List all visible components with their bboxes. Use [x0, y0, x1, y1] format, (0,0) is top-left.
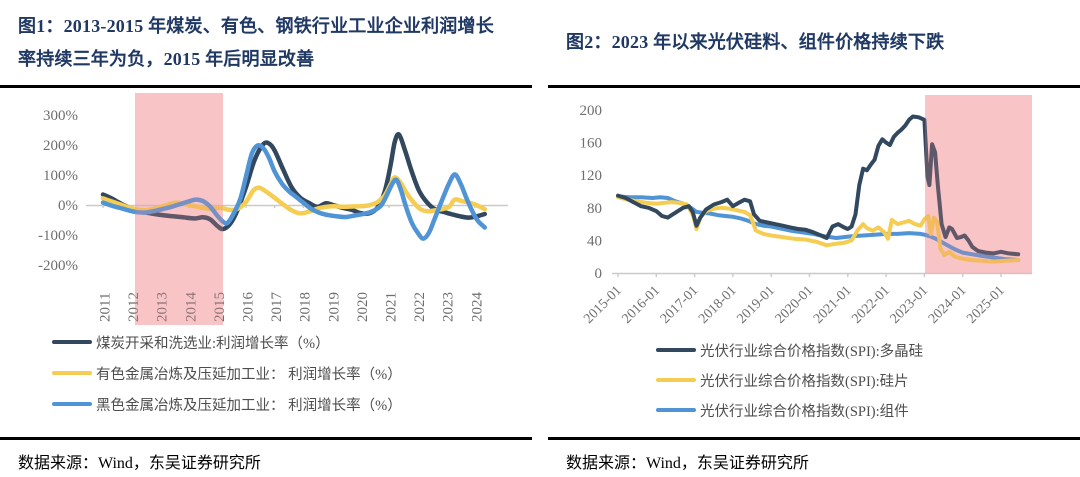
figure1-top-rule: [0, 85, 532, 88]
legend-item-nonferrous: 有色金属冶炼及压延加工业： 利润增长率（%）: [52, 362, 402, 384]
x-tick-label: 2024-01: [926, 283, 970, 327]
ferrous-line-swatch: [52, 401, 92, 407]
wafer-legend-label: 光伏行业综合价格指数(SPI):硅片: [700, 373, 909, 390]
figure2-title-block: 图2：2023 年以来光伏硅料、组件价格持续下跌: [548, 0, 1080, 85]
nonferrous-legend-label: 有色金属冶炼及压延加工业： 利润增长率（%）: [96, 366, 402, 383]
x-tick-label: 2017: [269, 292, 285, 323]
x-tick-label: 2013: [155, 292, 171, 322]
figure1-panel: 图1：2013-2015 年煤炭、有色、钢铁行业工业企业利润增长率持续三年为负，…: [0, 0, 532, 473]
series-line-0: [616, 114, 1021, 257]
x-tick-label: 2022: [412, 292, 428, 322]
polysilicon-line-swatch: [656, 347, 696, 353]
polysilicon-legend-label: 光伏行业综合价格指数(SPI):多晶硅: [700, 343, 924, 360]
x-tick-label: 2015-01: [581, 283, 625, 327]
y-tick-label: -100%: [38, 228, 78, 244]
figure2-top-rule: [548, 85, 1080, 88]
module-line-swatch: [656, 407, 696, 413]
y-tick-label: 120: [580, 168, 603, 184]
legend-item-ferrous: 黑色金属冶炼及压延加工业： 利润增长率（%）: [52, 393, 402, 415]
legend-item-coal: 煤炭开采和洗选业:利润增长率（%）: [52, 331, 402, 353]
y-tick-label: 100%: [43, 168, 78, 184]
y-tick-label: 200%: [43, 138, 78, 154]
module-legend-label: 光伏行业综合价格指数(SPI):组件: [700, 403, 909, 420]
legend-item-wafer: 光伏行业综合价格指数(SPI):硅片: [656, 369, 923, 391]
x-tick-label: 2021: [384, 292, 400, 322]
legend-item-module: 光伏行业综合价格指数(SPI):组件: [656, 399, 923, 421]
coal-line-swatch: [52, 339, 92, 345]
highlight-band-overlay: [135, 93, 223, 325]
y-tick-label: 300%: [43, 108, 78, 124]
figure1-legend: 煤炭开采和洗选业:利润增长率（%） 有色金属冶炼及压延加工业： 利润增长率（%）…: [52, 331, 402, 415]
y-tick-label: 0%: [58, 198, 78, 214]
coal-legend-label: 煤炭开采和洗选业:利润增长率（%）: [96, 335, 330, 352]
y-tick-label: 200: [580, 103, 603, 119]
figure2-chart-zone: 2015-01 2016-01 2017-01 2018-01 2019-01 2020-…: [548, 88, 1080, 437]
x-tick-label: 2019-01: [734, 283, 778, 327]
x-tick-label: 2015: [212, 292, 228, 322]
y-tick-label: -200%: [38, 258, 78, 274]
x-tick-label: 2014: [183, 292, 199, 323]
series-line-0: [100, 132, 488, 232]
x-tick-label: 2016: [241, 292, 257, 323]
pv-price-index-line-chart: 2015-012016-012017-012018-012019-012020-…: [580, 95, 1032, 327]
ferrous-legend-label: 黑色金属冶炼及压延加工业： 利润增长率（%）: [96, 397, 402, 414]
figure2-legend: 光伏行业综合价格指数(SPI):多晶硅 光伏行业综合价格指数(SPI):硅片 光…: [656, 339, 923, 421]
figure1-title-block: 图1：2013-2015 年煤炭、有色、钢铁行业工业企业利润增长率持续三年为负，…: [0, 0, 532, 85]
y-tick-label: 80: [587, 201, 602, 217]
y-tick-label: 40: [587, 233, 602, 249]
x-tick-label: 2018: [298, 292, 314, 322]
highlight-band-overlay: [925, 95, 1032, 273]
x-tick-label: 2012: [126, 292, 142, 322]
x-tick-label: 2025-01: [964, 283, 1008, 327]
series-line-1: [100, 175, 488, 216]
x-tick-label: 2018-01: [696, 283, 740, 327]
x-tick-label: 2022-01: [849, 283, 893, 327]
x-tick-label: 2023-01: [888, 283, 932, 327]
y-tick-label: 0: [595, 266, 603, 282]
x-tick-label: 2011: [98, 293, 114, 322]
x-tick-label: 2019: [326, 292, 342, 322]
series-line-2: [100, 143, 488, 241]
figure2-source-note: 数据来源：Wind，东吴证券研究所: [566, 455, 809, 472]
x-tick-label: 2020: [355, 292, 371, 322]
x-tick-label: 2023: [441, 292, 457, 322]
x-tick-label: 2020-01: [773, 283, 817, 327]
legend-item-polysilicon: 光伏行业综合价格指数(SPI):多晶硅: [656, 339, 923, 361]
figure2-bottom-rule: [548, 437, 1080, 440]
y-tick-label: 160: [580, 136, 603, 152]
figure2-title: 图2：2023 年以来光伏硅料、组件价格持续下跌: [566, 32, 945, 52]
x-tick-label: 2016-01: [620, 283, 664, 327]
figure1-source-note: 数据来源：Wind，东吴证券研究所: [18, 455, 261, 472]
x-tick-label: 2021-01: [811, 283, 855, 327]
figure1-chart-zone: 2011 2012 2013 2014 2015 2016 2017 2018 2019 2020…: [0, 88, 532, 437]
figure1-title: 图1：2013-2015 年煤炭、有色、钢铁行业工业企业利润增长率持续三年为负，…: [18, 15, 494, 69]
figure1-bottom-rule: [0, 437, 532, 440]
figure2-panel: 图2：2023 年以来光伏硅料、组件价格持续下跌 2015-01 2016-01 2…: [548, 0, 1080, 473]
industry-profit-growth-line-chart: 2011 2012 2013 2014 2015 2016 2017 2018 2019 2020…: [38, 93, 508, 325]
x-tick-label: 2024: [469, 292, 485, 323]
wafer-line-swatch: [656, 377, 696, 383]
nonferrous-line-swatch: [52, 370, 92, 376]
x-tick-label: 2017-01: [658, 283, 702, 327]
